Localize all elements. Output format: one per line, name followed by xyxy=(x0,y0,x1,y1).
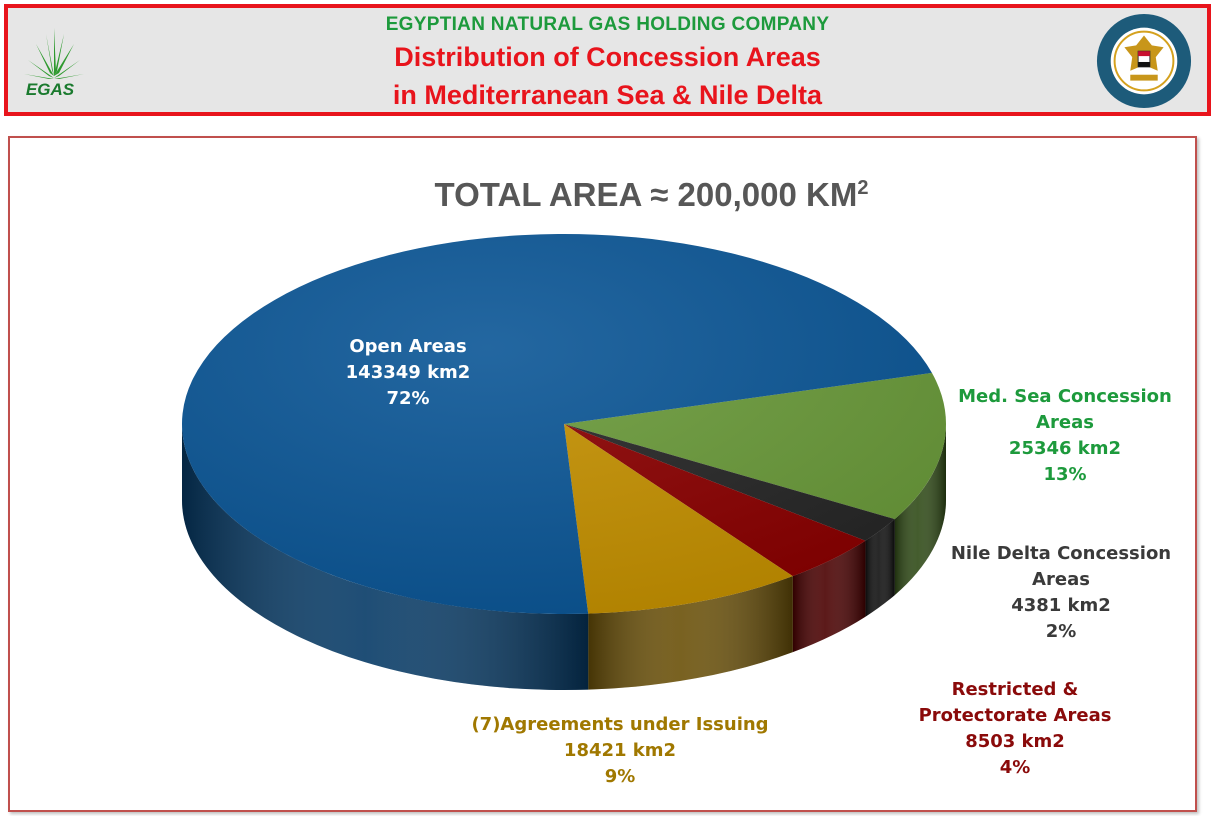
chart-title-superscript: 2 xyxy=(857,177,869,199)
header-banner: EGAS EGYPTIAN NATURAL GAS HOLDING COMPAN… xyxy=(4,4,1211,116)
slice-label-med-sea: Med. Sea Concession Areas 25346 km2 13% xyxy=(930,384,1200,488)
slice-label-open-areas: Open Areas 143349 km2 72% xyxy=(318,334,498,412)
slice-name: Open Areas xyxy=(349,336,467,357)
slice-name: (7)Agreements under Issuing xyxy=(471,714,769,735)
company-name: EGYPTIAN NATURAL GAS HOLDING COMPANY xyxy=(385,14,830,35)
slice-value: 25346 km2 xyxy=(1008,438,1122,459)
slice-value: 8503 km2 xyxy=(965,731,1065,752)
slice-value: 143349 km2 xyxy=(345,362,471,383)
slice-percent: 2% xyxy=(1045,621,1077,642)
slice-value: 4381 km2 xyxy=(1011,595,1111,616)
slice-name: Restricted & Protectorate Areas xyxy=(918,679,1112,726)
slice-percent: 72% xyxy=(386,388,430,409)
slice-name: Med. Sea Concession Areas xyxy=(958,386,1172,433)
pie-slice-side-shade xyxy=(182,424,589,691)
slice-label-nile-delta: Nile Delta Concession Areas 4381 km2 2% xyxy=(944,541,1178,645)
page-title-line1: Distribution of Concession Areas xyxy=(394,42,821,72)
slice-percent: 13% xyxy=(1043,464,1087,485)
chart-title: TOTAL AREA ≈ 200,000 KM2 xyxy=(0,176,1215,214)
slice-value: 18421 km2 xyxy=(563,740,677,761)
pie-slice-side-shade xyxy=(588,576,793,690)
slice-label-restricted: Restricted & Protectorate Areas 8503 km2 … xyxy=(910,677,1120,781)
ministry-seal-icon xyxy=(1096,13,1192,109)
pie-top-shading xyxy=(182,234,946,614)
pie-slice-side-shade xyxy=(894,424,946,596)
slice-name: Nile Delta Concession Areas xyxy=(950,543,1172,590)
slice-label-agreements: (7)Agreements under Issuing 18421 km2 9% xyxy=(470,712,770,790)
slice-percent: 4% xyxy=(999,757,1031,778)
pie-slice-side-shade xyxy=(865,519,895,617)
egas-logo-icon xyxy=(24,28,84,79)
chart-title-main: TOTAL AREA ≈ 200,000 KM xyxy=(434,176,858,213)
slice-percent: 9% xyxy=(604,766,636,787)
pie-slice-side-shade xyxy=(792,540,866,653)
egas-logo-text: EGAS xyxy=(25,80,75,99)
page-title-line2: in Mediterranean Sea & Nile Delta xyxy=(392,80,823,110)
